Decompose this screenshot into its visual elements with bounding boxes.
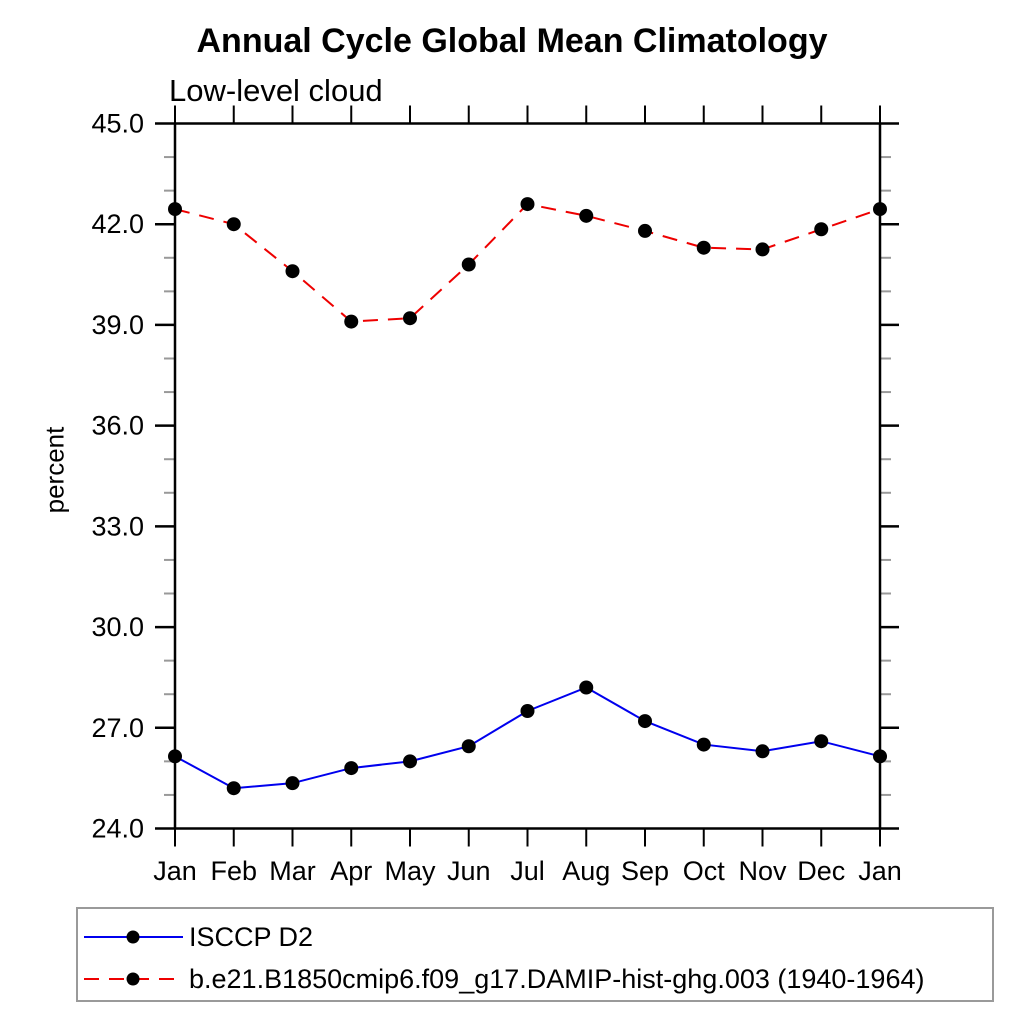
data-point-marker (168, 202, 182, 217)
y-tick-label: 27.0 (91, 713, 144, 743)
y-tick-label: 33.0 (91, 511, 144, 541)
series-markers-b-e21-b1850cmip6-f09-g17-damip-hist-ghg-003-1940-1964 (168, 197, 887, 329)
data-point-marker (638, 223, 652, 238)
data-point-marker (814, 222, 829, 237)
data-point-marker (168, 749, 182, 764)
data-point-marker (461, 739, 476, 754)
data-point-marker (344, 314, 359, 329)
y-tick-label: 39.0 (91, 310, 144, 340)
month-tick-label: Jan (153, 856, 197, 886)
legend-item-isccp-d2: ISCCP D2 (83, 916, 992, 958)
data-point-marker (403, 754, 417, 769)
y-axis-tick-labels: 24.0 27.0 30.0 33.0 36.0 39.0 42.0 45.0 (91, 109, 144, 844)
data-point-marker (520, 197, 535, 212)
x-axis-ticks (174, 105, 881, 847)
y-tick-label: 24.0 (91, 814, 144, 844)
data-point-marker (755, 744, 770, 759)
month-tick-label: Feb (210, 856, 257, 886)
legend-item-model-run: b.e21.B1850cmip6.f09_g17.DAMIP-hist-ghg.… (83, 958, 992, 1000)
series-line-isccp-d2 (174, 686, 881, 790)
y-tick-label: 42.0 (91, 209, 144, 239)
y-tick-label: 36.0 (91, 411, 144, 441)
series-line-b-e21-b1850cmip6-f09-g17-damip-hist-ghg-003-1940-1964 (174, 202, 881, 323)
page-title: Annual Cycle Global Mean Climatology (196, 22, 828, 60)
y-axis-minor-ticks (164, 156, 891, 796)
data-point-marker (403, 311, 417, 326)
data-point-marker (285, 776, 300, 791)
data-point-marker (696, 737, 711, 752)
month-tick-label: Jul (510, 856, 545, 886)
month-tick-label: Oct (683, 856, 726, 886)
y-axis-major-ticks (155, 122, 899, 830)
legend-label: b.e21.B1850cmip6.f09_g17.DAMIP-hist-ghg.… (189, 963, 925, 994)
month-tick-label: Nov (738, 856, 787, 886)
y-tick-label: 45.0 (91, 109, 144, 139)
data-point-marker (285, 264, 300, 279)
month-tick-label: Jun (447, 856, 491, 886)
data-point-marker (873, 202, 887, 217)
month-tick-label: Aug (562, 856, 610, 886)
legend-label: ISCCP D2 (189, 921, 314, 952)
month-tick-label: Jan (858, 856, 902, 886)
legend-swatch-solid-line-icon (84, 930, 183, 944)
data-point-marker (696, 240, 711, 255)
data-point-marker (579, 208, 594, 223)
chart-subtitle: Low-level cloud (169, 73, 383, 108)
legend-box: ISCCP D2 b.e21.B1850cmip6.f09_g17.DAMIP-… (76, 907, 994, 1002)
month-tick-label: Dec (797, 856, 845, 886)
data-point-marker (579, 680, 594, 695)
data-point-marker (638, 714, 652, 729)
data-point-marker (755, 242, 770, 257)
axes-frame (173, 122, 882, 830)
data-point-marker (461, 257, 476, 272)
data-point-marker (814, 734, 829, 749)
data-point-marker (226, 217, 241, 232)
data-point-marker (344, 761, 359, 776)
data-point-marker (520, 704, 535, 718)
month-tick-label: Mar (269, 856, 316, 886)
data-point-marker (873, 749, 887, 764)
month-tick-label: Apr (330, 856, 372, 886)
legend-swatch-dashed-line-icon (84, 972, 183, 986)
month-tick-label: Sep (621, 856, 669, 886)
y-tick-label: 30.0 (91, 612, 144, 642)
data-point-marker (226, 781, 241, 796)
series-markers-isccp-d2 (168, 680, 887, 796)
y-axis-title: percent (39, 426, 70, 514)
x-axis-tick-labels: Jan Feb Mar Apr May Jun Jul Aug Sep Oct Nov Dec Jan (153, 856, 902, 886)
month-tick-label: May (384, 856, 436, 886)
